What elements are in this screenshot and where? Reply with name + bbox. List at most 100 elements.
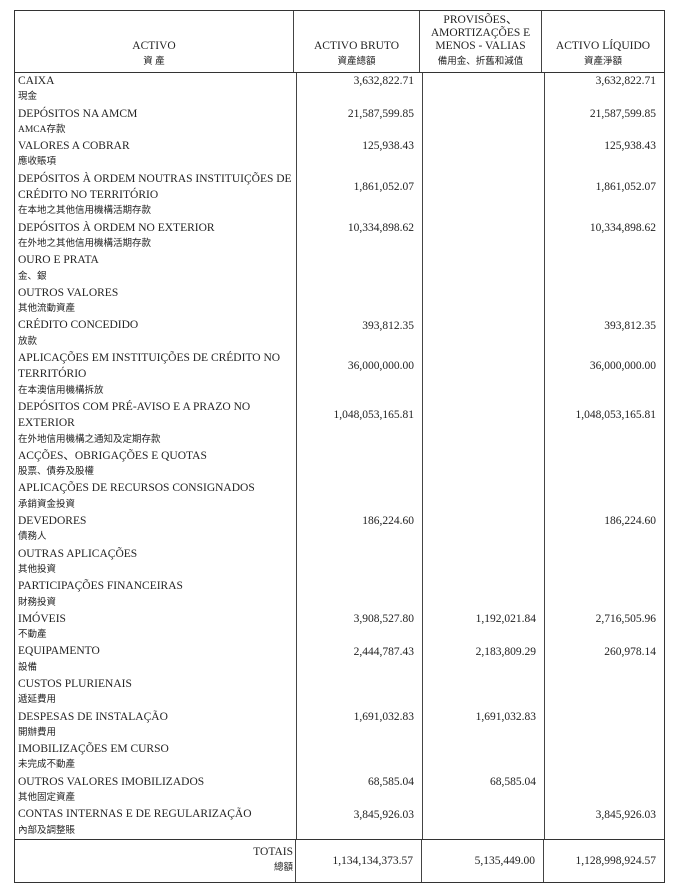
value-provisoes <box>423 350 544 383</box>
row-label-pt-line: OUTROS VALORES IMOBILIZADOS <box>18 775 205 788</box>
balance-sheet-table: ACTIVO 資 產 ACTIVO BRUTO 資產總額 PROVISÕES、 … <box>14 10 665 883</box>
cell-bruto: 3,845,926.03 <box>296 806 422 839</box>
cell-bruto: 125,938.43 <box>296 138 422 171</box>
row-label-zh: 在外地信用機構之通知及定期存款 <box>18 434 161 445</box>
row-label: DEPÓSITOS À ORDEM NOUTRAS INSTITUIÇÕES D… <box>15 171 296 220</box>
value-bruto <box>297 676 422 692</box>
value-bruto: 1,048,053,165.81 <box>333 409 415 422</box>
table-row: DEPÓSITOS COM PRÉ-AVISO E A PRAZO NO EXTE… <box>15 398 664 448</box>
value-provisoes <box>423 578 544 594</box>
value-liquido <box>545 252 664 268</box>
value-bruto: 1,861,052.07 <box>353 181 414 194</box>
header-liquido: ACTIVO LÍQUIDO 資產淨額 <box>541 11 664 72</box>
value-bruto: 125,938.43 <box>362 140 414 153</box>
row-label: IMÓVEIS 不動產 <box>15 611 296 644</box>
row-label-pt-line: DEPÓSITOS COM PRÉ-AVISO E A PRAZO NO <box>18 400 251 413</box>
value-bruto <box>297 578 422 594</box>
row-label-pt-line: OUTRAS APLICAÇÕES <box>18 547 138 560</box>
row-label-pt-line: DESPESAS DE INSTALAÇÃO <box>18 710 168 723</box>
cell-provisoes <box>422 675 544 709</box>
row-label-pt-line: TERRITÓRIO <box>18 368 87 381</box>
header-bruto: ACTIVO BRUTO 資產總額 <box>293 11 419 72</box>
row-label: IMOBILIZAÇÕES EM CURSO 未完成不動產 <box>15 741 296 774</box>
value-liquido: 1,861,052.07 <box>595 181 656 194</box>
value-bruto <box>297 448 422 464</box>
cell-liquido: 21,587,599.85 <box>544 105 664 139</box>
value-bruto: 1,691,032.83 <box>353 710 414 723</box>
cell-bruto: 1,691,032.83 <box>296 708 422 742</box>
value-provisoes <box>423 448 544 464</box>
row-label: OUTROS VALORES IMOBILIZADOS 其他固定資產 <box>15 774 296 807</box>
value-bruto: 186,224.60 <box>362 515 414 528</box>
value-liquido <box>545 448 664 464</box>
header-activo-pt: ACTIVO <box>132 40 176 52</box>
cell-liquido: 125,938.43 <box>544 138 664 171</box>
row-label-zh: AMCA存款 <box>18 124 66 135</box>
table-row: DESPESAS DE INSTALAÇÃO 開辦費用 1,691,032.83 1,… <box>15 708 664 742</box>
value-provisoes: 1,192,021.84 <box>475 612 536 625</box>
row-label-zh: 現金 <box>18 92 38 103</box>
row-label: OURO E PRATA 金、銀 <box>15 252 296 285</box>
table-row: DEVEDORES 債務人 186,224.60 186,224.60 <box>15 513 664 546</box>
table-header: ACTIVO 資 產 ACTIVO BRUTO 資產總額 PROVISÕES、 … <box>15 11 664 73</box>
cell-bruto: 393,812.35 <box>296 317 422 351</box>
row-label-zh: 在外地之其他信用機構活期存款 <box>18 238 152 249</box>
table-body: CAIXA 現金 3,632,822.71 3,632,822.71 DEPÓSITOS… <box>15 73 664 839</box>
cell-liquido <box>544 284 664 318</box>
header-liquido-pt: ACTIVO LÍQUIDO <box>555 40 651 52</box>
cell-bruto: 3,632,822.71 <box>296 73 422 106</box>
table-row: APLICAÇÕES DE RECURSOS CONSIGNADOS 承銷資金投資 <box>15 480 664 514</box>
header-liquido-zh: 資產淨額 <box>583 57 622 67</box>
row-label-zh: 其他固定資產 <box>18 793 76 804</box>
row-label-zh: 放款 <box>18 336 38 347</box>
row-label: DEVEDORES 債務人 <box>15 513 296 546</box>
cell-liquido <box>544 447 664 481</box>
value-liquido: 393,812.35 <box>604 319 656 332</box>
row-label: ACÇÕES、OBRIGAÇÕES E QUOTAS 股票、債券及股權 <box>15 448 296 481</box>
cell-bruto <box>296 447 422 481</box>
value-provisoes <box>423 676 544 692</box>
cell-bruto <box>296 741 422 774</box>
value-liquido: 36,000,000.00 <box>589 360 656 373</box>
row-label-zh: 財務投資 <box>18 597 57 608</box>
value-liquido: 1,048,053,165.81 <box>575 409 657 422</box>
row-label-pt-line: VALORES A COBRAR <box>18 140 130 153</box>
row-label-pt-line: CRÉDITO NO TERRITÓRIO <box>18 189 159 202</box>
row-label: APLICAÇÕES DE RECURSOS CONSIGNADOS 承銷資金投資 <box>15 480 296 513</box>
row-label: CRÉDITO CONCEDIDO 放款 <box>15 317 296 350</box>
totals-label: TOTAIS 總額 <box>15 840 295 882</box>
row-label: CONTAS INTERNAS E DE REGULARIZAÇÃO 內部及調整賬 <box>15 806 296 839</box>
totals-label-zh: 總額 <box>273 862 293 873</box>
header-provisoes-pt-line: MENOS - VALIAS <box>435 40 526 52</box>
row-label: EQUIPAMENTO 設備 <box>15 643 296 676</box>
value-provisoes: 2,183,809.29 <box>475 645 536 658</box>
cell-liquido <box>544 252 664 285</box>
cell-provisoes: 1,192,021.84 <box>422 610 544 644</box>
value-liquido: 125,938.43 <box>604 140 656 153</box>
value-bruto: 3,632,822.71 <box>353 75 414 88</box>
cell-liquido: 36,000,000.00 <box>544 350 664 399</box>
header-provisoes-zh: 備用金、折舊和減值 <box>437 57 524 67</box>
row-label-pt-line: IMÓVEIS <box>18 612 66 625</box>
value-liquido <box>545 285 664 301</box>
row-label-pt-line: CONTAS INTERNAS E DE REGULARIZAÇÃO <box>18 808 252 821</box>
value-provisoes <box>423 741 544 757</box>
row-label-zh: 在本澳信用機構拆放 <box>18 385 104 396</box>
cell-provisoes <box>422 170 544 220</box>
value-bruto <box>297 252 422 268</box>
row-label-pt-line: DEPÓSITOS À ORDEM NO EXTERIOR <box>18 221 215 234</box>
cell-provisoes <box>422 447 544 481</box>
value-provisoes <box>423 106 544 122</box>
value-liquido: 2,716,505.96 <box>595 612 656 625</box>
table-row: OUTROS VALORES IMOBILIZADOS 其他固定資產 68,585.… <box>15 773 664 807</box>
totals-provisoes: 5,135,449.00 <box>421 839 543 882</box>
value-provisoes <box>423 399 544 432</box>
row-label-zh: 債務人 <box>18 532 47 543</box>
value-liquido: 3,845,926.03 <box>595 808 656 821</box>
header-provisoes-pt-line: PROVISÕES、 <box>443 14 518 26</box>
cell-liquido <box>544 578 664 611</box>
cell-liquido: 1,048,053,165.81 <box>544 398 664 448</box>
cell-provisoes: 68,585.04 <box>422 773 544 807</box>
row-label: DEPÓSITOS À ORDEM NO EXTERIOR 在外地之其他信用機構活… <box>15 220 296 253</box>
row-label-zh: 未完成不動產 <box>18 760 76 771</box>
